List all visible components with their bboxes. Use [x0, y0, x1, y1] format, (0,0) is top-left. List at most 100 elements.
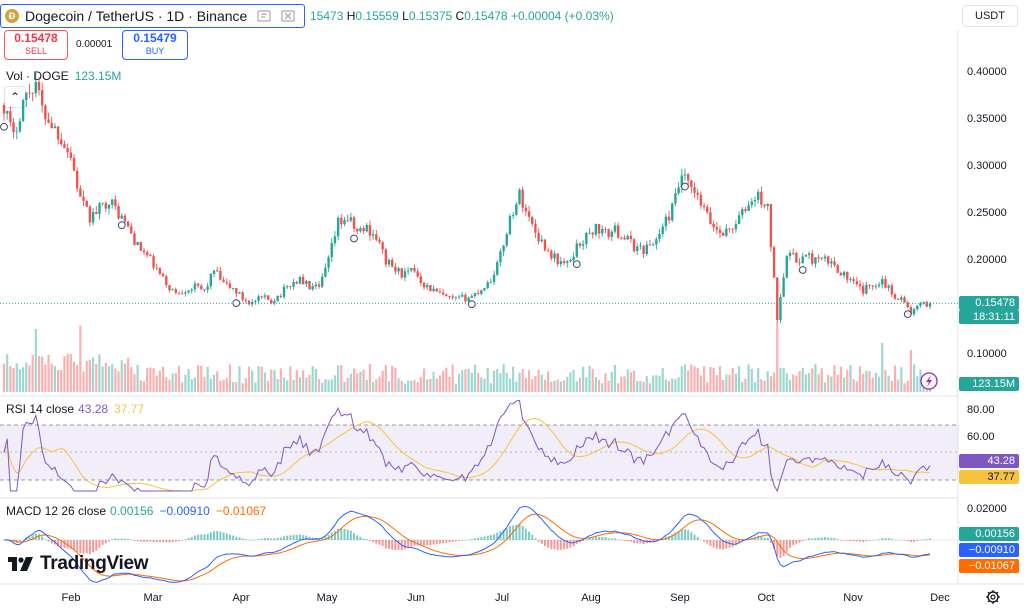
- macd-hist-bar: [871, 540, 874, 541]
- macd-hist-bar: [836, 539, 839, 540]
- rsi-tag: 43.28: [959, 454, 1019, 468]
- candle-body: [37, 81, 41, 91]
- event-marker[interactable]: [467, 300, 476, 309]
- macd-hist-bar: [900, 540, 903, 541]
- volume-bar: [556, 379, 559, 392]
- event-marker[interactable]: [117, 221, 126, 230]
- candle-body: [909, 307, 913, 315]
- macd-hist-bar: [502, 529, 505, 540]
- candle-body: [206, 286, 209, 290]
- volume-bar: [776, 322, 779, 392]
- macd-hist-bar: [626, 540, 629, 542]
- candle-body: [505, 234, 508, 246]
- volume-bar: [617, 383, 620, 392]
- candle-body: [289, 286, 292, 288]
- candle-body: [874, 285, 878, 287]
- macd-hist-bar: [849, 540, 852, 541]
- tradingview-logo[interactable]: TradingView: [6, 553, 149, 575]
- volume-bar: [693, 366, 696, 392]
- macd-hist-bar: [381, 540, 384, 547]
- currency-button[interactable]: USDT: [962, 5, 1018, 27]
- candle-body: [161, 273, 165, 277]
- candle-body: [772, 247, 776, 278]
- macd-hist-bar: [111, 539, 114, 540]
- candle-body: [298, 277, 302, 284]
- volume-bar: [368, 364, 372, 392]
- macd-hist-bar: [232, 535, 235, 540]
- event-marker[interactable]: [572, 260, 581, 269]
- volume-legend: Vol · DOGE 123.15M: [6, 69, 121, 83]
- volume-bar: [451, 364, 454, 392]
- macd-hist-bar: [225, 533, 228, 540]
- candle-body: [760, 191, 763, 205]
- lightning-icon[interactable]: [920, 372, 938, 390]
- candle-body: [241, 292, 244, 300]
- macd-hist-bar: [184, 539, 187, 540]
- volume-bar: [111, 364, 114, 392]
- symbol-selector[interactable]: Ð Dogecoin / TetherUS · 1D · Binance: [0, 4, 305, 28]
- macd-hist-bar: [190, 537, 193, 540]
- volume-bar: [305, 377, 308, 392]
- event-marker[interactable]: [798, 266, 807, 274]
- event-marker[interactable]: [681, 182, 689, 191]
- candle-body: [445, 294, 448, 297]
- volume-bar: [79, 325, 82, 392]
- volume-bar: [508, 378, 512, 392]
- event-marker[interactable]: [350, 234, 358, 243]
- buy-button[interactable]: 0.15479 BUY: [122, 30, 188, 60]
- macd-hist-bar: [346, 529, 349, 540]
- candle-body: [906, 302, 909, 308]
- volume-bar: [340, 365, 343, 392]
- macd-legend-hist: 0.00156: [110, 504, 154, 518]
- volume-bar: [626, 369, 629, 392]
- macd-hist-bar: [375, 540, 378, 544]
- candle-body: [629, 235, 633, 240]
- event-marker[interactable]: [232, 299, 241, 307]
- volume-bar: [152, 368, 155, 392]
- volume-bar: [629, 372, 632, 392]
- candle-body: [919, 303, 922, 306]
- event-marker[interactable]: [0, 122, 8, 131]
- macd-hist-bar: [814, 537, 817, 540]
- macd-hist-bar: [843, 540, 846, 541]
- event-marker[interactable]: [903, 310, 912, 319]
- candle-body: [849, 279, 852, 280]
- sell-button[interactable]: 0.15478 SELL: [4, 30, 68, 60]
- volume-bar: [117, 371, 120, 392]
- candle-body: [222, 279, 225, 283]
- volume-bar: [445, 367, 448, 392]
- candle-body: [524, 207, 528, 212]
- bookmark-icon[interactable]: [257, 10, 271, 22]
- macd-hist-bar: [73, 540, 76, 550]
- volume-bar: [254, 382, 257, 392]
- collapse-legend-button[interactable]: ⌃: [4, 86, 26, 108]
- candle-body: [616, 225, 620, 238]
- candle-body: [403, 271, 407, 278]
- candle-body: [776, 277, 779, 321]
- volume-bar: [432, 371, 435, 392]
- volume-bar: [387, 381, 391, 392]
- volume-bar: [295, 369, 298, 392]
- gear-icon[interactable]: [985, 589, 1001, 605]
- volume-bar: [375, 379, 378, 392]
- volume-bar: [912, 364, 916, 392]
- macd-hist-bar: [483, 536, 486, 540]
- candle-body: [200, 285, 203, 290]
- volume-bar: [562, 380, 566, 392]
- compare-icon[interactable]: [281, 10, 295, 22]
- candle-body: [123, 215, 127, 222]
- macd-hist-bar: [916, 540, 919, 542]
- candle-body: [126, 221, 130, 227]
- rsi-tick-60: 60.00: [967, 431, 995, 443]
- volume-bar: [636, 381, 639, 392]
- candle-body: [833, 261, 836, 266]
- candle-body: [451, 296, 454, 298]
- macd-hist-bar: [155, 540, 158, 542]
- candle-body: [578, 243, 582, 246]
- volume-bar: [174, 373, 177, 392]
- macd-hist-bar: [442, 540, 445, 544]
- volume-bar: [286, 380, 289, 392]
- volume-bar: [827, 375, 830, 392]
- macd-hist-bar: [130, 539, 133, 541]
